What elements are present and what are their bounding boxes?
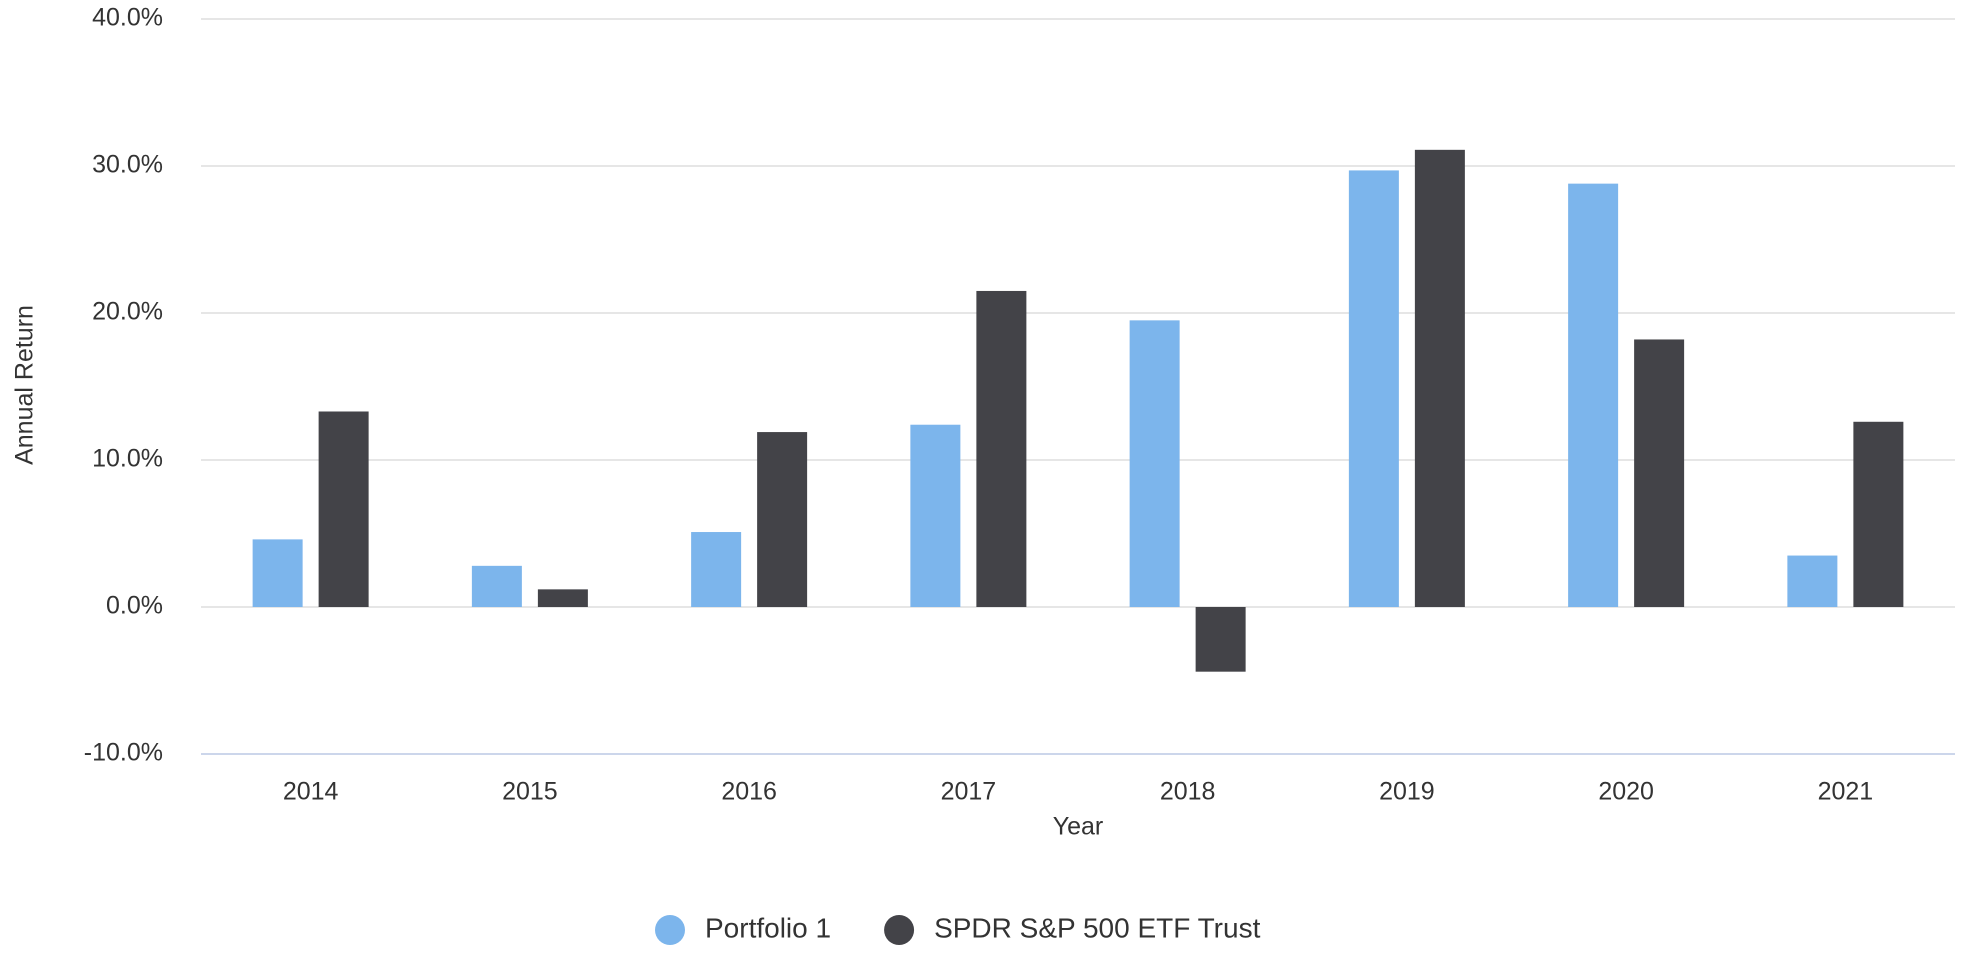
- bar: [691, 532, 742, 607]
- bar: [537, 589, 588, 607]
- bar: [976, 290, 1027, 607]
- bar: [1634, 339, 1685, 607]
- y-tick-label: -10.0%: [84, 739, 163, 767]
- x-tick-label: 2018: [1160, 778, 1216, 806]
- legend-marker: [655, 915, 685, 945]
- bar: [1414, 149, 1465, 607]
- x-tick-label: 2020: [1598, 778, 1654, 806]
- legend-marker: [884, 915, 915, 945]
- y-tick-label: 40.0%: [92, 4, 163, 32]
- y-tick-label: 0.0%: [106, 592, 163, 620]
- bar: [471, 565, 522, 607]
- bar: [1195, 607, 1246, 672]
- bar: [757, 432, 808, 607]
- x-tick-label: 2017: [941, 778, 997, 806]
- x-tick-label: 2019: [1379, 778, 1435, 806]
- y-tick-label: 10.0%: [92, 445, 163, 473]
- legend-label: SPDR S&P 500 ETF Trust: [934, 912, 1260, 943]
- y-tick-label: 30.0%: [92, 151, 163, 179]
- bar: [910, 424, 961, 607]
- bar: [252, 539, 303, 607]
- bar: [1853, 421, 1904, 607]
- bar: [1129, 320, 1180, 607]
- bar: [1787, 555, 1838, 607]
- bar: [1568, 183, 1619, 607]
- bar: [1348, 170, 1399, 607]
- x-axis-title: Year: [1053, 813, 1104, 841]
- x-tick-label: 2016: [721, 778, 777, 806]
- bar: [318, 411, 369, 607]
- y-tick-label: 20.0%: [92, 298, 163, 326]
- x-tick-label: 2014: [283, 778, 339, 806]
- y-axis-title: Annual Return: [11, 305, 39, 465]
- x-tick-label: 2015: [502, 778, 558, 806]
- legend-label: Portfolio 1: [705, 912, 831, 943]
- x-tick-label: 2021: [1818, 778, 1874, 806]
